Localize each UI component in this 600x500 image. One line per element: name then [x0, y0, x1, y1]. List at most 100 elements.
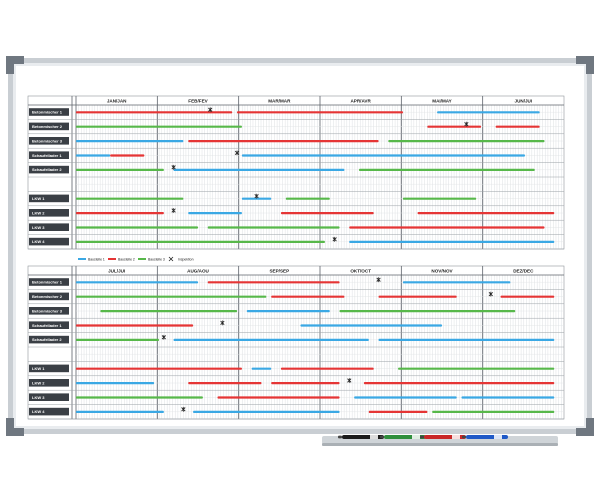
- month-header: OKT/OCT: [350, 269, 371, 274]
- legend-label: Baustelle 3: [148, 257, 165, 261]
- schedule-bar-red: [110, 154, 145, 157]
- row-label-tag: [29, 223, 69, 231]
- schedule-bar-blue: [193, 410, 340, 413]
- marker-tray: [322, 435, 558, 446]
- schedule-bar-green: [76, 125, 242, 128]
- schedule-bar-red: [188, 140, 379, 143]
- row-label: LKW 3: [32, 225, 45, 230]
- month-header: JAN/JAN: [107, 99, 127, 104]
- schedule-bar-green: [359, 168, 535, 171]
- schedule-bar-red: [76, 367, 242, 370]
- row-label-tag: [29, 137, 69, 145]
- schedule-bar-red: [368, 410, 428, 413]
- inspection-mark-icon: [254, 193, 259, 199]
- row-label: LKW 4: [32, 239, 45, 244]
- inspection-mark-icon: [171, 208, 176, 213]
- schedule-bar-green: [76, 338, 159, 341]
- schedule-bar-red: [280, 367, 374, 370]
- schedule-bar-red: [378, 295, 457, 298]
- row-label: LKW 1: [32, 196, 45, 201]
- tray-shadow: [322, 443, 558, 446]
- schedule-bar-green: [339, 310, 516, 313]
- inspection-mark-icon: [181, 406, 186, 412]
- row-label: LKW 2: [32, 210, 45, 215]
- schedule-bar-blue: [76, 140, 184, 143]
- month-header: NOV/NOV: [431, 269, 453, 274]
- row-label: Betonmischer 1: [32, 110, 63, 115]
- schedule-bar-red: [207, 281, 340, 284]
- schedule-bar-blue: [76, 382, 155, 385]
- row-label: Schaufellader 2: [32, 167, 62, 172]
- row-label-tag: [29, 108, 69, 116]
- row-label-tag: [29, 278, 69, 286]
- schedule-bar-blue: [173, 168, 345, 171]
- row-label: LKW 1: [32, 366, 45, 371]
- row-label: Schaufellader 1: [32, 153, 62, 158]
- schedule-bar-red: [427, 125, 482, 128]
- schedule-bar-red: [500, 295, 555, 298]
- corner-cap-bottom-left: [6, 418, 24, 436]
- inspection-mark-icon: [208, 107, 213, 113]
- corner-cap-top-left: [6, 56, 24, 74]
- row-label-tag: [29, 379, 69, 387]
- row-label: Betonmischer 3: [32, 138, 63, 143]
- schedule-bar-red: [349, 226, 545, 229]
- row-label-tag: [29, 335, 69, 344]
- row-label-tag: [29, 237, 69, 246]
- schedule-bar-red: [76, 111, 233, 114]
- schedule-bar-green: [207, 226, 340, 229]
- schedule-bar-red: [271, 295, 345, 298]
- schedule-bar-red: [271, 382, 340, 385]
- schedule-bar-blue: [246, 310, 330, 313]
- row-label-tag: [29, 209, 69, 217]
- schedule-bar-green: [76, 197, 184, 200]
- red-marker-icon[interactable]: [420, 435, 466, 439]
- schedule-bar-green: [398, 367, 555, 370]
- legend: Baustelle 1 Baustelle 2 Baustelle 3 Inspekt…: [78, 256, 194, 261]
- inspection-mark-icon: [220, 320, 225, 326]
- schedule-bar-blue: [378, 338, 555, 341]
- row-label-tag: [29, 122, 69, 131]
- row-label-tag: [29, 393, 69, 401]
- corner-cap-top-right: [576, 56, 594, 74]
- schedule-bar-red: [237, 111, 403, 114]
- schedule-bar-green: [76, 240, 325, 243]
- row-label-tag: [29, 165, 69, 174]
- schedule-bar-blue: [461, 396, 555, 399]
- schedule-bar-blue: [354, 396, 457, 399]
- schedule-bar-blue: [241, 154, 525, 157]
- schedule-bar-blue: [76, 281, 198, 284]
- schedule-bar-red: [76, 324, 194, 327]
- month-header: JUN/JUI: [515, 99, 533, 104]
- schedule-bar-blue: [188, 212, 242, 215]
- schedule-bar-green: [76, 168, 164, 171]
- month-header: MAR/MAR: [268, 99, 291, 104]
- schedule-bar-blue: [76, 410, 164, 413]
- month-header: AUG/AOU: [187, 269, 209, 274]
- blue-marker-icon[interactable]: [462, 435, 508, 439]
- inspection-mark-icon: [332, 236, 337, 242]
- black-marker-icon[interactable]: [338, 435, 384, 439]
- planner-top-half: JAN/JAN FEB/FEV MAR/MAR APR/AVR MAI/MAY JUN/J…: [27, 95, 565, 250]
- month-header: FEB/FEV: [188, 99, 208, 104]
- legend-item: Baustelle 2: [108, 257, 135, 261]
- legend-swatch: [108, 258, 116, 260]
- legend-swatch: [78, 258, 86, 260]
- legend-item: Inspektion: [168, 256, 194, 261]
- legend-label: Inspektion: [178, 257, 194, 261]
- row-label-tag: [29, 151, 69, 159]
- schedule-bar-blue: [402, 281, 511, 284]
- inspection-mark-icon: [161, 334, 166, 340]
- schedule-bar-blue: [76, 154, 111, 157]
- row-label: Betonmischer 3: [32, 308, 63, 313]
- schedule-bar-green: [285, 197, 330, 200]
- schedule-bar-blue: [300, 324, 442, 327]
- schedule-bar-green: [388, 140, 545, 143]
- schedule-bar-green: [402, 197, 477, 200]
- row-label-tag: [29, 194, 69, 203]
- green-marker-icon[interactable]: [380, 435, 426, 439]
- schedule-bar-blue: [251, 367, 272, 370]
- row-label: Betonmischer 2: [32, 124, 63, 129]
- planner-bottom-half: JUL/JUI AUG/AOU SEP/SEP OKT/OCT NOV/NOV DEZ/D…: [27, 265, 565, 420]
